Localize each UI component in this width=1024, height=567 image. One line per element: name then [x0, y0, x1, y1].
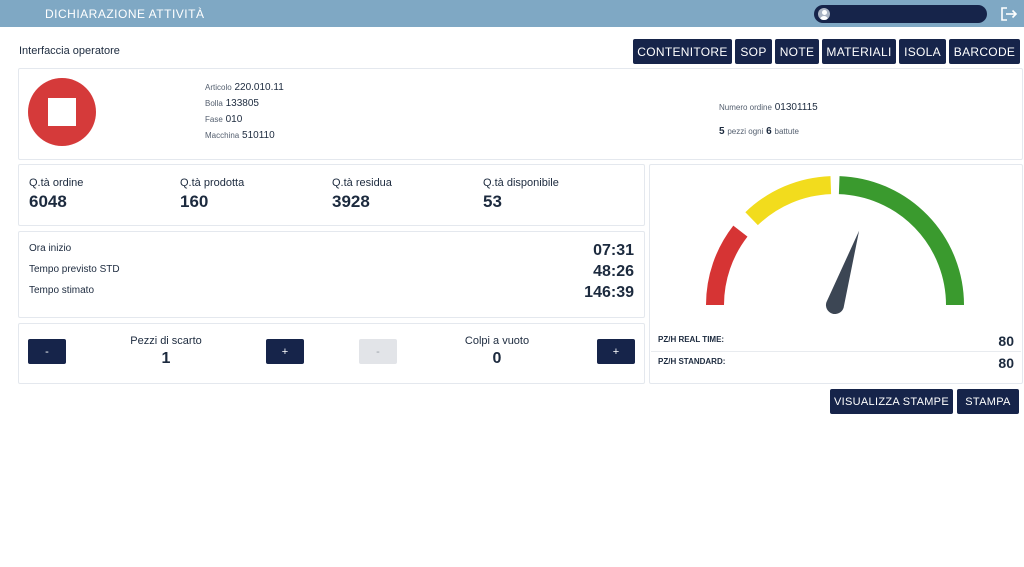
- qty-residua-label: Q.tà residua: [332, 177, 392, 189]
- scarto-label: Pezzi di scarto: [130, 335, 202, 347]
- page-title: Interfaccia operatore: [19, 45, 120, 57]
- contenitore-button[interactable]: CONTENITORE: [633, 39, 732, 64]
- cycle-row: 5 pezzi ogni 6 battute: [719, 126, 799, 137]
- pezzi-value: 5: [719, 126, 725, 137]
- tempo-previsto-label: Tempo previsto STD: [29, 264, 120, 275]
- counters-card: [18, 323, 645, 384]
- fase-label: Fase: [205, 115, 223, 124]
- tempo-stimato-value: 146:39: [584, 284, 634, 301]
- scarto-minus-button[interactable]: -: [28, 339, 66, 364]
- vuoto-value: 0: [492, 350, 502, 367]
- barcode-button[interactable]: BARCODE: [949, 39, 1020, 64]
- gauge-needle: [825, 230, 860, 315]
- ora-inizio-label: Ora inizio: [29, 243, 72, 254]
- qty-prodotta-value: 160: [180, 192, 209, 211]
- divider: [651, 351, 1021, 352]
- ordine-row: Numero ordine 01301115: [719, 102, 818, 113]
- articolo-value: 220.010.11: [234, 82, 284, 93]
- bolla-row: Bolla 133805: [205, 98, 259, 109]
- qty-disponibile-label: Q.tà disponibile: [483, 177, 559, 189]
- stop-icon: [48, 98, 76, 126]
- qty-prodotta-label: Q.tà prodotta: [180, 177, 245, 189]
- battute-text: battute: [774, 127, 799, 136]
- app-title: DICHIARAZIONE ATTIVITÀ: [45, 7, 205, 21]
- tempo-previsto-value: 48:26: [593, 263, 634, 280]
- sop-button[interactable]: SOP: [735, 39, 772, 64]
- gauge-green-segment: [838, 176, 964, 306]
- battute-value: 6: [766, 126, 772, 137]
- articolo-label: Articolo: [205, 83, 232, 92]
- view-prints-button[interactable]: VISUALIZZA STAMPE: [830, 389, 953, 414]
- pezzi-text: pezzi ogni: [727, 127, 764, 136]
- ordine-value: 01301115: [774, 102, 818, 113]
- fase-row: Fase 010: [205, 114, 242, 125]
- logout-icon[interactable]: [1000, 6, 1018, 22]
- vuoto-label: Colpi a vuoto: [464, 335, 530, 347]
- user-avatar-icon: [818, 8, 830, 20]
- tempo-stimato-label: Tempo stimato: [29, 285, 95, 296]
- note-button[interactable]: NOTE: [775, 39, 819, 64]
- gauge-red-segment: [705, 225, 748, 306]
- macchina-label: Macchina: [205, 131, 240, 140]
- qty-disponibile-value: 53: [483, 192, 502, 211]
- productivity-gauge: [705, 176, 964, 315]
- vuoto-plus-button[interactable]: +: [597, 339, 635, 364]
- bolla-label: Bolla: [205, 99, 223, 108]
- print-button[interactable]: STAMPA: [957, 389, 1019, 414]
- materiali-button[interactable]: MATERIALI: [822, 39, 896, 64]
- pz-standard-value: 80: [998, 355, 1014, 371]
- ora-inizio-value: 07:31: [593, 242, 634, 259]
- macchina-value: 510110: [242, 130, 275, 141]
- vuoto-minus-button[interactable]: -: [359, 339, 397, 364]
- pz-real-time-label: PZ/H REAL TIME:: [658, 335, 725, 344]
- job-info-card: [18, 68, 1023, 160]
- machine-status-indicator[interactable]: [28, 78, 96, 146]
- isola-button[interactable]: ISOLA: [899, 39, 946, 64]
- gauge-yellow-segment: [745, 176, 832, 226]
- qty-ordine-label: Q.tà ordine: [29, 177, 84, 189]
- qty-residua-value: 3928: [332, 192, 370, 211]
- bolla-value: 133805: [225, 98, 259, 109]
- articolo-row: Articolo 220.010.11: [205, 82, 284, 93]
- macchina-row: Macchina 510110: [205, 130, 275, 141]
- ordine-label: Numero ordine: [719, 103, 772, 112]
- fase-value: 010: [225, 114, 243, 125]
- qty-ordine-value: 6048: [29, 192, 67, 211]
- scarto-value: 1: [161, 350, 171, 367]
- pz-standard-label: PZ/H STANDARD:: [658, 357, 726, 366]
- top-bar: DICHIARAZIONE ATTIVITÀ: [0, 0, 1024, 27]
- scarto-plus-button[interactable]: +: [266, 339, 304, 364]
- quantities-card: [18, 164, 645, 226]
- user-menu[interactable]: [814, 5, 987, 23]
- times-card: [18, 231, 645, 318]
- pz-real-time-value: 80: [998, 333, 1014, 349]
